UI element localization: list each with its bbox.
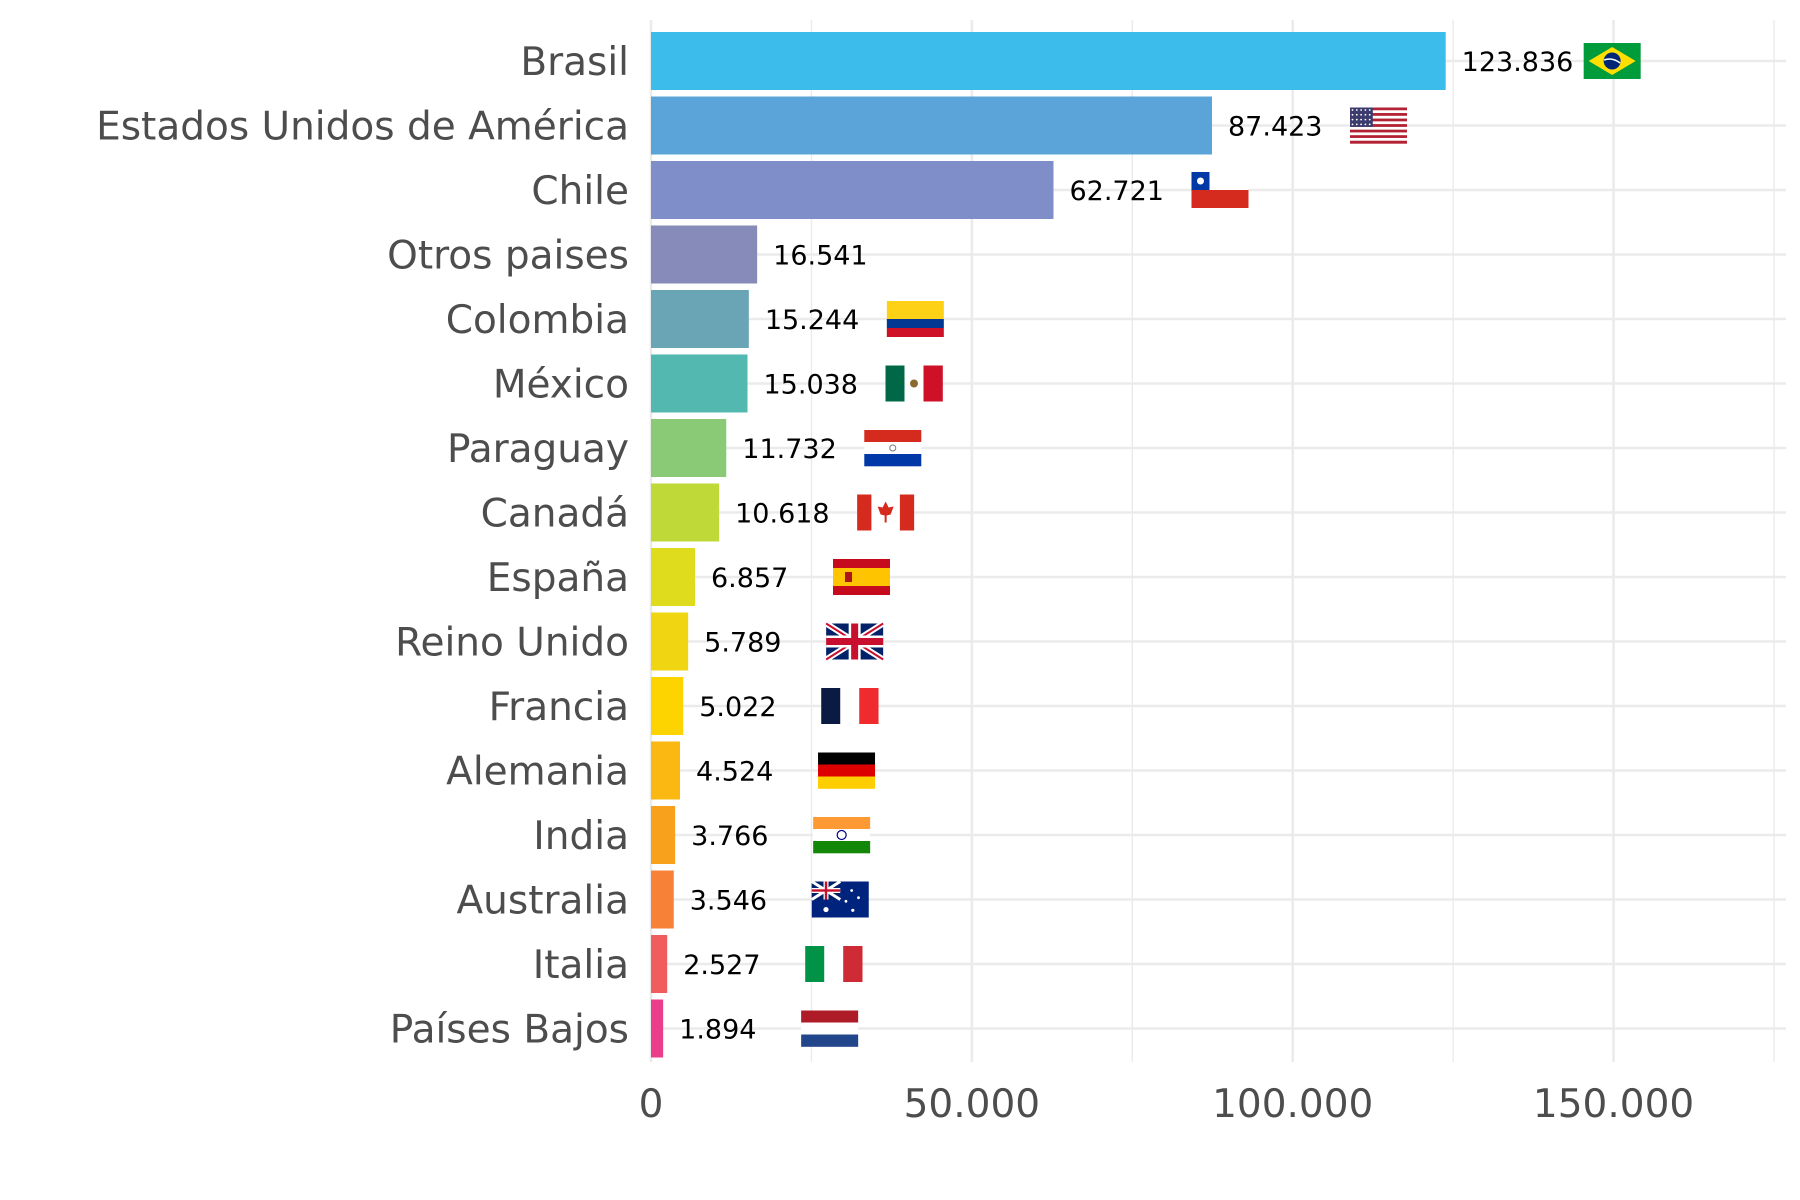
value-label: 11.732 [742,434,836,465]
value-label: 5.022 [699,692,776,723]
bar [651,419,727,477]
bar [651,935,668,993]
bar [651,483,720,542]
value-label: 15.244 [765,305,859,336]
category-label: India [533,814,629,859]
italy-flag-icon [805,946,863,982]
india-flag-icon [813,817,871,854]
category-label: México [493,363,629,408]
bar [651,677,684,735]
value-label: 5.789 [704,628,781,659]
value-label: 123.836 [1462,47,1574,78]
category-label: Brasil [520,40,629,85]
x-tick-label: 50.000 [904,1082,1040,1127]
brazil-flag-icon [1583,43,1641,79]
value-label: 2.527 [683,950,760,981]
chile-flag-icon [1191,172,1249,208]
category-label: Italia [533,943,629,988]
germany-flag-icon [818,752,876,789]
category-label: Estados Unidos de América [96,105,629,150]
category-label: Chile [531,169,629,214]
category-label: Australia [456,879,629,924]
value-label: 15.038 [764,370,858,401]
value-label: 3.546 [690,886,767,917]
mexico-flag-icon [885,365,943,402]
flag-icons [801,43,1641,1047]
category-label: Países Bajos [390,1008,629,1053]
value-label: 3.766 [691,821,768,852]
paraguay-flag-icon [864,430,922,467]
category-label: España [487,556,629,601]
bar [651,161,1054,219]
category-label: Reino Unido [395,621,629,666]
value-label: 16.541 [773,241,867,272]
bar [651,32,1446,90]
category-label: Canadá [481,492,629,537]
x-tick-label: 150.000 [1533,1082,1694,1127]
category-label: Alemania [446,750,629,795]
bar [651,870,674,929]
x-axis-ticks: 0 50.000 100.000 150.000 [639,1082,1695,1127]
bar [651,354,748,413]
colombia-flag-icon [886,301,944,337]
bar [651,806,676,864]
value-label: 62.721 [1069,176,1163,207]
canada-flag-icon [857,494,915,531]
x-tick-label: 0 [639,1082,664,1127]
bar [651,290,749,348]
category-label: Francia [489,685,629,730]
bar [651,548,696,606]
category-label: Colombia [446,298,629,343]
bar [651,225,758,284]
x-tick-label: 100.000 [1212,1082,1373,1127]
spain-flag-icon [833,559,891,595]
netherlands-flag-icon [801,1010,859,1047]
value-labels: 123.836 87.423 62.721 16.541 15.244 15.038 11.… [679,47,1573,1046]
category-label: Paraguay [447,427,629,472]
value-label: 4.524 [696,757,773,788]
bar [651,741,681,800]
category-labels: Brasil Estados Unidos de América Chile Otro… [96,40,629,1053]
bar [651,999,664,1058]
bar [651,612,689,671]
usa-flag-icon [1350,107,1408,144]
bar [651,96,1213,155]
category-label: Otros paises [387,234,629,279]
value-label: 87.423 [1228,112,1322,143]
value-label: 6.857 [711,563,788,594]
value-label: 1.894 [679,1015,756,1046]
bars [651,32,1446,1058]
uk-flag-icon [824,620,885,663]
value-label: 10.618 [735,499,829,530]
france-flag-icon [821,688,879,724]
australia-flag-icon [810,880,869,918]
